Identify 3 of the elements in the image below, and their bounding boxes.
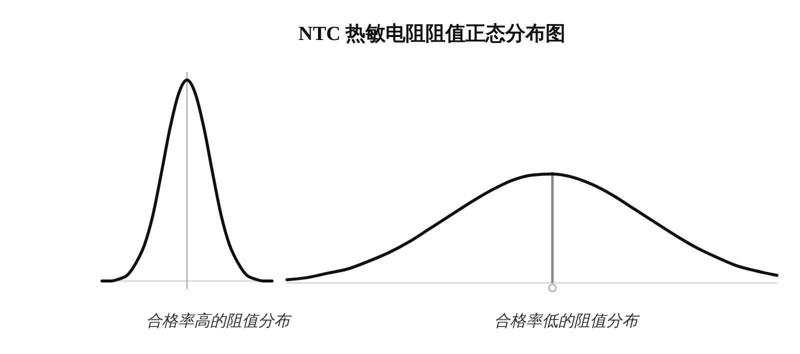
x-axis-title: 合格率低的阻值分布 <box>494 311 640 330</box>
x-axis-title: 合格率高的阻值分布 <box>146 311 292 330</box>
chart-title: NTC 热敏电阻阻值正态分布图 <box>298 23 566 45</box>
